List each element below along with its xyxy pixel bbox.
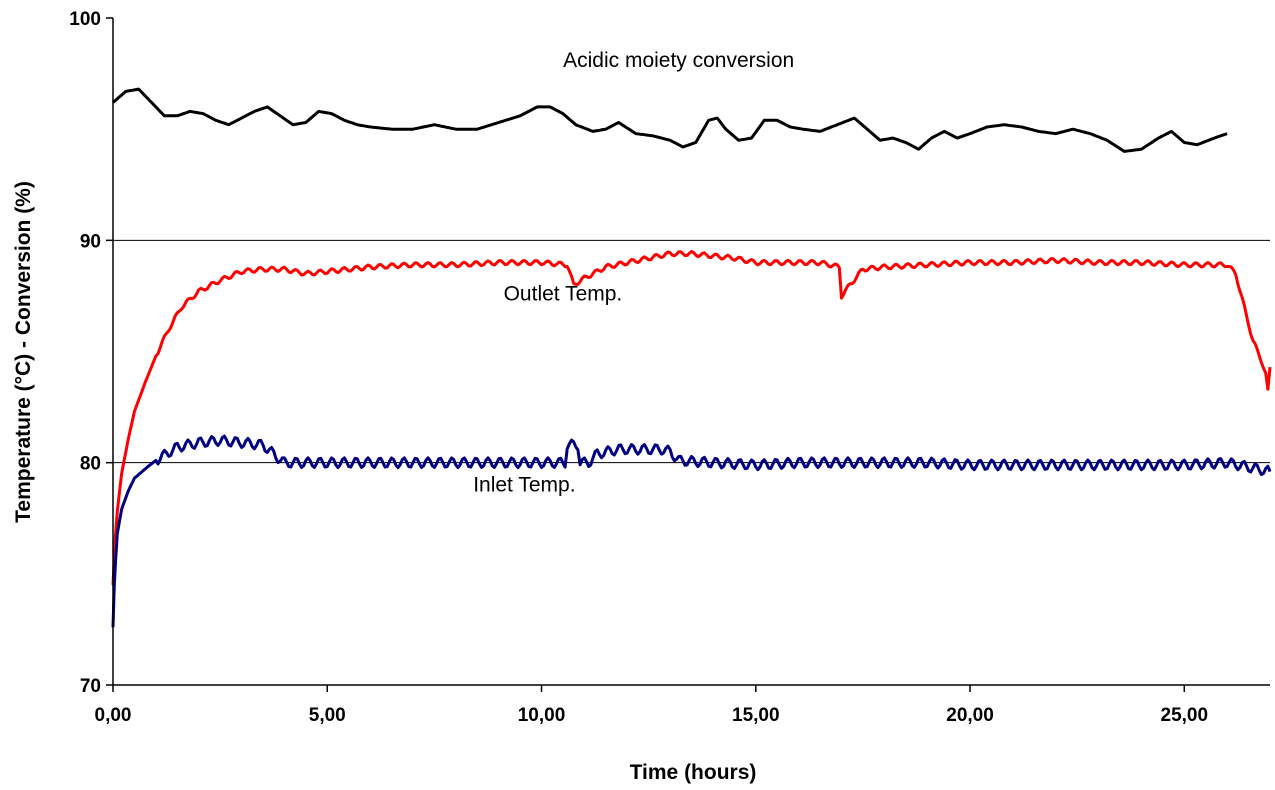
x-tick-label: 20,00	[946, 705, 994, 726]
x-axis-title: Time (hours)	[630, 761, 757, 784]
series-line-outlet	[111, 250, 1272, 586]
series-line-conversion	[111, 87, 1228, 153]
series-line-inlet	[111, 434, 1272, 628]
y-tick-label: 90	[80, 231, 101, 252]
x-tick-label: 0,00	[95, 705, 132, 726]
y-ticks: 70 80 90 100	[69, 9, 113, 697]
y-tick-label: 80	[80, 454, 101, 475]
y-tick-label: 70	[80, 676, 101, 697]
axes	[112, 18, 1270, 686]
annotation-label: Acidic moiety conversion	[563, 49, 794, 72]
x-tick-label: 5,00	[309, 705, 346, 726]
x-tick-label: 10,00	[518, 705, 566, 726]
gridlines	[113, 239, 1270, 464]
y-tick-label: 100	[69, 9, 101, 30]
annotations: Acidic moiety conversion Outlet Temp. Inle…	[473, 49, 794, 497]
annotation-label: Outlet Temp.	[504, 282, 623, 305]
annotation-label: Inlet Temp.	[473, 474, 575, 497]
x-tick-label: 15,00	[732, 705, 780, 726]
series-lines	[111, 87, 1272, 628]
x-ticks: 0,00 5,00 10,00 15,00 20,00 25,00	[95, 685, 1209, 726]
y-axis-title: Temperature (°C) - Conversion (%)	[12, 181, 35, 523]
x-tick-label: 25,00	[1161, 705, 1209, 726]
